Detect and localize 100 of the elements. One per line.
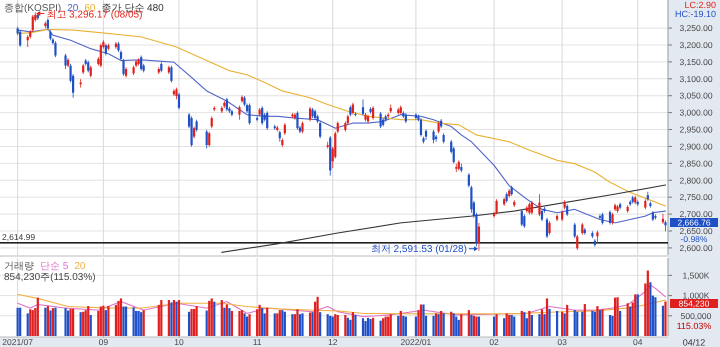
bar (46, 306, 49, 336)
bar (170, 302, 173, 336)
y-tick-label: 1,000K (682, 290, 710, 301)
bar (124, 306, 128, 336)
bar (503, 318, 506, 336)
bar (520, 310, 523, 336)
x-tick-label: 02 (489, 337, 500, 347)
bar (598, 310, 602, 336)
bar (226, 304, 228, 336)
line-series (221, 184, 666, 253)
bar (369, 319, 372, 336)
candlestick (226, 97, 228, 112)
bar (414, 316, 418, 336)
bar (261, 308, 264, 336)
bar (364, 321, 367, 336)
bar (138, 310, 140, 336)
bar (84, 310, 87, 336)
bar (168, 300, 170, 336)
bar (238, 310, 241, 336)
bar (458, 320, 460, 336)
candlestick (432, 129, 435, 144)
candlestick (311, 107, 314, 118)
x-tick-label: 2022/01 (400, 337, 432, 347)
y-tick-label: 2,750.00 (679, 192, 713, 202)
ref-line-label: 2,614.99 (2, 232, 36, 242)
candlestick (510, 185, 513, 196)
text: 115.03% (676, 321, 712, 331)
bar (646, 270, 649, 336)
candlestick (124, 66, 128, 78)
bar (349, 320, 352, 336)
bar (87, 306, 90, 336)
y-tick-label: 3,000.00 (679, 108, 713, 118)
bar (72, 308, 74, 336)
bar (90, 314, 92, 336)
bar (326, 314, 329, 336)
bar (196, 306, 198, 336)
candlestick (296, 110, 299, 130)
candlestick (170, 65, 173, 83)
candlestick (652, 210, 654, 222)
bar (210, 298, 213, 336)
x-tick-label: 12 (328, 337, 338, 347)
bar (422, 304, 425, 336)
y-tick-label: 3,100.00 (679, 74, 713, 84)
line-series (17, 294, 666, 314)
candlestick (506, 192, 508, 203)
bar (276, 313, 278, 336)
candlestick (574, 222, 576, 238)
candlestick (601, 212, 604, 225)
bar (223, 308, 226, 336)
bar (248, 314, 251, 336)
bar (190, 308, 193, 336)
bar (523, 312, 526, 336)
bar (69, 308, 72, 336)
text: 04/12 (682, 338, 706, 347)
bar (543, 314, 546, 336)
bar (548, 308, 551, 336)
bar (175, 302, 178, 336)
bar (296, 309, 299, 336)
candlestick (196, 119, 198, 132)
bar (366, 318, 370, 336)
bar (629, 306, 632, 336)
bar (584, 304, 586, 336)
candlestick (646, 191, 649, 202)
bar (44, 308, 46, 336)
candlestick (372, 106, 374, 120)
bar (468, 310, 470, 336)
candlestick (32, 14, 34, 32)
bar (538, 314, 541, 336)
bar (400, 310, 402, 336)
candlestick (561, 210, 564, 222)
candlestick (581, 222, 584, 236)
bar (506, 313, 508, 336)
bar (336, 314, 339, 336)
text: 854,230 (678, 298, 710, 308)
bar (193, 308, 196, 336)
bar (102, 306, 104, 336)
candlestick (530, 200, 533, 215)
bar (438, 314, 440, 336)
candlestick (82, 64, 84, 74)
bar (513, 316, 516, 336)
candlestick (520, 208, 523, 227)
bar (472, 316, 475, 336)
x-tick-label: 2021/07 (2, 337, 34, 347)
bar (329, 316, 332, 336)
bar (135, 310, 138, 336)
bar (402, 316, 404, 336)
bar (117, 300, 120, 336)
y-tick-label: 500,000 (680, 310, 712, 321)
bar (26, 313, 29, 336)
bar (434, 313, 438, 336)
annotation: 854,230주(115.03%) (4, 272, 96, 283)
bar (281, 310, 284, 336)
bar (460, 314, 462, 336)
bar (470, 314, 472, 336)
bar (508, 314, 510, 336)
candlestick (438, 121, 440, 134)
bar (387, 316, 390, 336)
bar (664, 301, 667, 336)
bar (332, 316, 334, 336)
bar (228, 308, 230, 336)
